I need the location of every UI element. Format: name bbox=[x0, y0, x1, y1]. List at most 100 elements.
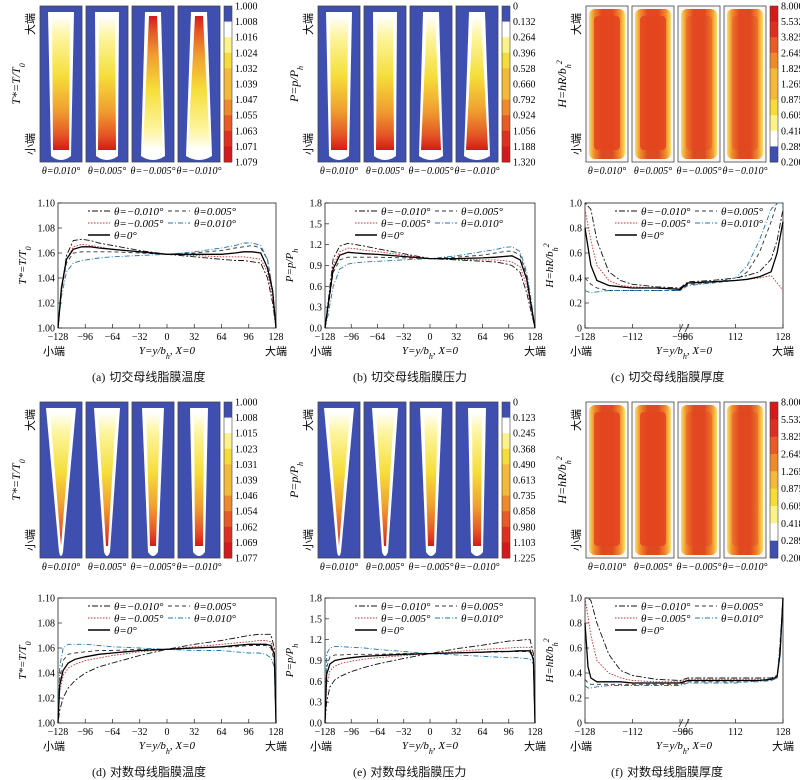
x-tick-label: 96 bbox=[683, 332, 693, 343]
colorbar-tick-label: 1.063 bbox=[235, 126, 258, 137]
colorbar-tick-label: 1.829 bbox=[781, 64, 800, 75]
colormap-theta-label: θ=−0.010° bbox=[723, 562, 768, 573]
colorbar-tick-label: 1.320 bbox=[513, 158, 536, 169]
legend-label: θ=0° bbox=[641, 625, 664, 637]
colormap-panel-b-3: θ=−0.010° bbox=[455, 5, 499, 177]
colorbar-c: 8.000 5.532 3.825 2.645 1.829 1.265 0.875 0.605… bbox=[769, 2, 800, 169]
series-line-f-3 bbox=[584, 597, 784, 689]
colormap-panel-a-1: θ=0.005° bbox=[85, 5, 129, 177]
y-tick-label: 0.4 bbox=[570, 274, 583, 285]
colormap-large-end-c: 大端 bbox=[569, 13, 583, 35]
legend-label: θ=0.010° bbox=[194, 218, 237, 230]
colormap-theta-label: θ=−0.005° bbox=[131, 562, 176, 573]
colorbar-d: 1.000 1.008 1.015 1.023 1.031 1.039 1.046 1.054… bbox=[223, 398, 258, 565]
y-tick-label: 0.0 bbox=[310, 324, 323, 335]
axis-break-mark bbox=[684, 323, 690, 333]
colorbar-tick-label: 1.077 bbox=[235, 554, 258, 565]
colormap-theta-label: θ=0.010° bbox=[588, 166, 626, 177]
colormap-panel-e-0: θ=0.010° bbox=[317, 401, 361, 573]
colormap-panel-f-0: θ=0.010° bbox=[585, 401, 629, 573]
series-line-f-4 bbox=[584, 597, 784, 684]
colormap-theta-label: θ=0.005° bbox=[366, 562, 404, 573]
y-tick-label: 1.5 bbox=[310, 614, 323, 625]
colormap-theta-label: θ=0.005° bbox=[634, 166, 672, 177]
x-tick-label: 96 bbox=[504, 332, 514, 343]
caption-d: (d) 对数母线脂膜温度 bbox=[92, 765, 207, 779]
x-tick-label: 96 bbox=[683, 727, 693, 738]
colorbar-tick-label: 0.418 bbox=[781, 126, 800, 137]
x-small-end-label: 小端 bbox=[570, 740, 592, 753]
y-tick-label: 1.00 bbox=[38, 324, 56, 335]
colormap-theta-label: θ=0.010° bbox=[320, 562, 358, 573]
x-tick-label: −128 bbox=[48, 727, 69, 738]
colorbar-tick-label: 2.645 bbox=[781, 48, 800, 59]
legend-label: θ=−0.005° bbox=[381, 613, 431, 625]
x-tick-label: 0 bbox=[165, 727, 170, 738]
colorbar-tick-label: 5.532 bbox=[781, 17, 800, 28]
series-line-c-0 bbox=[584, 202, 784, 289]
colormap-small-end-f: 小端 bbox=[570, 529, 583, 551]
legend-f: θ=−0.010° θ=0.005° θ=−0.005° θ=0.010° θ=0° bbox=[615, 601, 764, 637]
series-line-e-1 bbox=[324, 651, 536, 724]
plot-frame bbox=[584, 597, 784, 724]
y-tick-label: 0.4 bbox=[570, 669, 583, 680]
x-tick-label: 96 bbox=[244, 727, 254, 738]
x-large-end-label: 大端 bbox=[524, 739, 546, 753]
legend-label: θ=−0.005° bbox=[114, 218, 164, 230]
y-tick-label: 1.00 bbox=[38, 719, 56, 730]
legend-label: θ=0.010° bbox=[721, 613, 764, 625]
series-line-b-2 bbox=[324, 247, 536, 329]
legend-label: θ=0° bbox=[381, 230, 404, 242]
colormap-large-end-b: 大端 bbox=[301, 13, 315, 35]
colorbar-tick-label: 0.613 bbox=[513, 476, 536, 487]
colormap-theta-label: θ=−0.010° bbox=[723, 166, 768, 177]
series-line-c-3 bbox=[584, 202, 783, 294]
x-tick-label: −112 bbox=[622, 332, 642, 343]
x-tick-label: −96 bbox=[672, 332, 688, 343]
series-line-c-4 bbox=[584, 221, 784, 290]
colormap-theta-label: θ=0.010° bbox=[320, 166, 358, 177]
colormap-theta-label: θ=−0.010° bbox=[455, 562, 500, 573]
legend-label: θ=0.005° bbox=[194, 601, 237, 613]
colorbar-a: 1.000 1.008 1.016 1.024 1.032 1.039 1.047 1.055… bbox=[223, 2, 258, 169]
x-tick-label: −64 bbox=[105, 332, 121, 343]
colorbar-tick-label: 2.645 bbox=[781, 450, 800, 461]
colormap-panel-e-2: θ=−0.005° bbox=[409, 401, 453, 573]
colorbar-tick-label: 8.000 bbox=[781, 2, 800, 13]
x-axis-label: Y=y/bh, X=0 bbox=[402, 740, 459, 756]
colormap-ylabel-d: T*=T/T0 bbox=[9, 459, 27, 500]
x-tick-label: 0 bbox=[428, 727, 433, 738]
colorbar-tick-label: 1.016 bbox=[235, 33, 258, 44]
y-tick-label: 0.2 bbox=[570, 694, 583, 705]
legend-label: θ=0.005° bbox=[194, 206, 237, 218]
x-tick-label: −32 bbox=[396, 332, 412, 343]
x-tick-label: 32 bbox=[451, 727, 461, 738]
colormap-panel-b-1: θ=0.005° bbox=[363, 5, 407, 177]
colorbar-tick-label: 0.289 bbox=[781, 536, 800, 547]
plot-frame bbox=[57, 202, 277, 329]
x-large-end-label: 大端 bbox=[772, 739, 794, 753]
colormap-panel-b-2: θ=−0.005° bbox=[409, 5, 453, 177]
legend-label: θ=0.010° bbox=[461, 613, 504, 625]
colormap-theta-label: θ=0.010° bbox=[42, 166, 80, 177]
colorbar-tick-label: 1.032 bbox=[235, 64, 258, 75]
y-tick-label: 0.3 bbox=[310, 698, 323, 709]
x-tick-label: −64 bbox=[105, 727, 121, 738]
caption-a: (a) 切交母线脂膜温度 bbox=[92, 370, 206, 384]
colorbar-tick-label: 1.039 bbox=[235, 476, 258, 487]
x-tick-label: −32 bbox=[132, 332, 148, 343]
x-tick-label: −96 bbox=[672, 727, 688, 738]
colorbar-tick-label: 0.418 bbox=[781, 519, 800, 530]
colorbar-tick-label: 0.605 bbox=[781, 111, 800, 122]
x-tick-label: 0 bbox=[428, 332, 433, 343]
axis-break-mark bbox=[678, 718, 684, 728]
x-axis-label: Y=y/bh, X=0 bbox=[656, 740, 713, 756]
legend-label: θ=−0.010° bbox=[641, 206, 691, 218]
colormap-small-end-d: 小端 bbox=[24, 529, 37, 551]
colormap-panel-d-2: θ=−0.005° bbox=[131, 401, 176, 573]
colorbar-tick-label: 1.031 bbox=[235, 460, 258, 471]
y-tick-label: 1.04 bbox=[38, 274, 56, 285]
legend-label: θ=−0.010° bbox=[641, 601, 691, 613]
